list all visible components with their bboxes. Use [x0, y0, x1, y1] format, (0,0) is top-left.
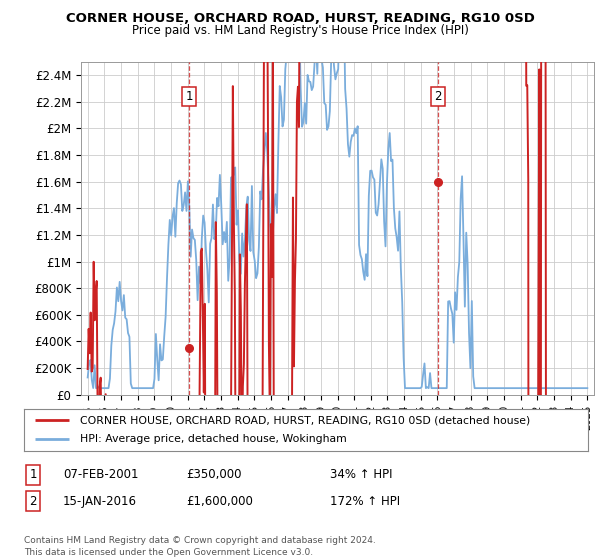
Text: 34% ↑ HPI: 34% ↑ HPI — [330, 468, 392, 482]
Text: Contains HM Land Registry data © Crown copyright and database right 2024.
This d: Contains HM Land Registry data © Crown c… — [24, 536, 376, 557]
Text: CORNER HOUSE, ORCHARD ROAD, HURST, READING, RG10 0SD (detached house): CORNER HOUSE, ORCHARD ROAD, HURST, READI… — [80, 415, 530, 425]
Text: £350,000: £350,000 — [186, 468, 241, 482]
Text: £1,600,000: £1,600,000 — [186, 494, 253, 508]
Text: 2: 2 — [434, 90, 442, 102]
Text: 1: 1 — [29, 468, 37, 482]
Text: 2: 2 — [29, 494, 37, 508]
Text: Price paid vs. HM Land Registry's House Price Index (HPI): Price paid vs. HM Land Registry's House … — [131, 24, 469, 36]
Text: 172% ↑ HPI: 172% ↑ HPI — [330, 494, 400, 508]
Text: 07-FEB-2001: 07-FEB-2001 — [63, 468, 139, 482]
Text: HPI: Average price, detached house, Wokingham: HPI: Average price, detached house, Woki… — [80, 435, 347, 445]
Text: CORNER HOUSE, ORCHARD ROAD, HURST, READING, RG10 0SD: CORNER HOUSE, ORCHARD ROAD, HURST, READI… — [65, 12, 535, 25]
Text: 1: 1 — [185, 90, 193, 102]
Text: 15-JAN-2016: 15-JAN-2016 — [63, 494, 137, 508]
